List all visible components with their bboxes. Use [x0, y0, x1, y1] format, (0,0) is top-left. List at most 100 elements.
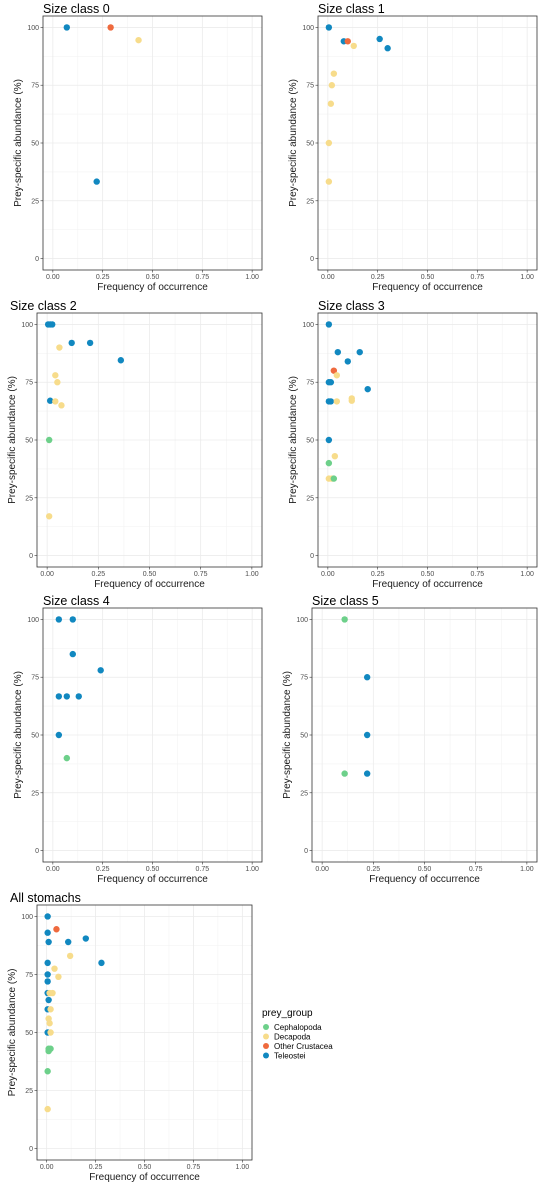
data-point-decapoda — [55, 973, 62, 981]
data-point-teleostei — [93, 178, 100, 185]
panel-title: Size class 3 — [318, 299, 385, 313]
x-axis-label: Frequency of occurrence — [94, 579, 205, 590]
x-axis-label: Frequency of occurrence — [369, 874, 480, 885]
panel-title: All stomachs — [10, 891, 81, 905]
x-tick-label: 0.25 — [89, 1164, 103, 1171]
y-axis-label: Prey-specific abundance (%) — [7, 376, 18, 504]
y-tick-label: 100 — [27, 25, 39, 32]
data-point-decapoda — [331, 452, 339, 460]
data-point-decapoda — [52, 398, 59, 405]
data-point-decapoda — [46, 1020, 53, 1027]
y-tick-label: 0 — [304, 848, 308, 855]
data-point-decapoda — [58, 402, 65, 409]
legend-label: Decapoda — [274, 1033, 311, 1042]
data-point-cephalopoda — [63, 754, 71, 762]
legend-title: prey_group — [262, 1008, 313, 1019]
y-axis-label: Prey-specific abundance (%) — [288, 376, 299, 504]
x-tick-label: 1.00 — [236, 1164, 250, 1171]
x-tick-label: 1.00 — [245, 274, 259, 281]
data-point-teleostei — [334, 348, 342, 356]
data-point-teleostei — [327, 398, 335, 405]
data-point-decapoda — [350, 42, 357, 50]
x-tick-label: 0.00 — [40, 1164, 54, 1171]
y-tick-label: 25 — [25, 1088, 33, 1095]
data-point-teleostei — [49, 321, 56, 328]
x-tick-label: 0.75 — [194, 571, 208, 578]
x-axis-label: Frequency of occurrence — [372, 579, 483, 590]
x-tick-label: 0.50 — [421, 274, 435, 281]
data-point-other-crustacea — [107, 24, 114, 31]
data-point-teleostei — [63, 693, 71, 700]
data-point-decapoda — [327, 100, 335, 107]
data-point-teleostei — [69, 650, 76, 658]
x-tick-label: 0.25 — [371, 274, 385, 281]
data-point-teleostei — [86, 339, 94, 347]
data-point-teleostei — [117, 357, 125, 364]
data-point-teleostei — [344, 358, 351, 365]
data-point-decapoda — [333, 398, 341, 405]
data-point-teleostei — [82, 935, 90, 942]
data-point-teleostei — [45, 938, 52, 946]
panel-5: 0.00 0.25 0.50 0.75 1.00 0 25 50 75 100 Frequency … — [282, 594, 538, 885]
data-point-decapoda — [325, 178, 333, 185]
data-point-teleostei — [55, 616, 63, 623]
x-tick-label: 0.25 — [371, 571, 385, 578]
x-tick-label: 0.75 — [196, 274, 210, 281]
data-point-teleostei — [325, 24, 333, 31]
y-tick-label: 0 — [310, 256, 314, 263]
data-point-decapoda — [47, 1006, 54, 1013]
x-axis-label: Frequency of occurrence — [97, 874, 208, 885]
data-point-other-crustacea — [330, 367, 338, 374]
data-point-cephalopoda — [330, 475, 338, 482]
data-point-teleostei — [44, 959, 51, 967]
y-axis-label: Prey-specific abundance (%) — [13, 671, 24, 799]
data-point-other-crustacea — [53, 926, 60, 933]
data-point-teleostei — [44, 913, 51, 920]
x-tick-label: 0.75 — [471, 274, 485, 281]
data-point-cephalopoda — [44, 1068, 51, 1075]
x-tick-label: 1.00 — [245, 571, 259, 578]
data-point-teleostei — [44, 929, 51, 936]
y-axis-label: Prey-specific abundance (%) — [13, 79, 24, 207]
data-point-teleostei — [55, 731, 63, 739]
y-tick-label: 50 — [25, 1030, 33, 1037]
data-point-teleostei — [363, 674, 371, 681]
data-point-teleostei — [356, 348, 363, 356]
data-point-decapoda — [328, 82, 336, 89]
panel-title: Size class 5 — [312, 594, 379, 608]
x-tick-label: 0.25 — [367, 866, 381, 873]
data-point-teleostei — [376, 35, 383, 43]
data-point-teleostei — [45, 996, 52, 1004]
y-tick-label: 100 — [21, 914, 33, 921]
x-tick-label: 1.00 — [245, 866, 259, 873]
y-tick-label: 75 — [25, 972, 33, 979]
data-point-teleostei — [44, 971, 51, 978]
x-axis-label: Frequency of occurrence — [89, 1172, 200, 1183]
y-tick-label: 0 — [310, 553, 314, 560]
data-point-teleostei — [363, 731, 371, 739]
data-point-decapoda — [51, 965, 58, 972]
x-tick-label: 1.00 — [520, 571, 534, 578]
data-point-teleostei — [384, 45, 391, 52]
x-tick-label: 0.00 — [321, 571, 335, 578]
data-point-cephalopoda — [341, 616, 348, 623]
x-tick-label: 0.25 — [96, 866, 110, 873]
x-tick-label: 0.00 — [40, 571, 54, 578]
y-tick-label: 0 — [35, 848, 39, 855]
panel-2: 0.00 0.25 0.50 0.75 1.00 0 25 50 75 100 Frequency … — [7, 299, 263, 590]
y-tick-label: 50 — [306, 141, 314, 148]
data-point-cephalopoda — [341, 770, 348, 777]
data-point-decapoda — [66, 952, 74, 960]
y-axis-label: Prey-specific abundance (%) — [288, 79, 299, 207]
data-point-teleostei — [64, 938, 72, 946]
data-point-teleostei — [325, 436, 333, 444]
y-tick-label: 100 — [302, 322, 314, 329]
y-tick-label: 0 — [35, 256, 39, 263]
data-point-decapoda — [45, 513, 53, 520]
y-tick-label: 100 — [27, 617, 39, 624]
x-tick-label: 0.00 — [315, 866, 329, 873]
x-tick-label: 0.50 — [418, 866, 432, 873]
legend-label: Teleostei — [274, 1052, 306, 1061]
x-tick-label: 0.50 — [146, 866, 160, 873]
